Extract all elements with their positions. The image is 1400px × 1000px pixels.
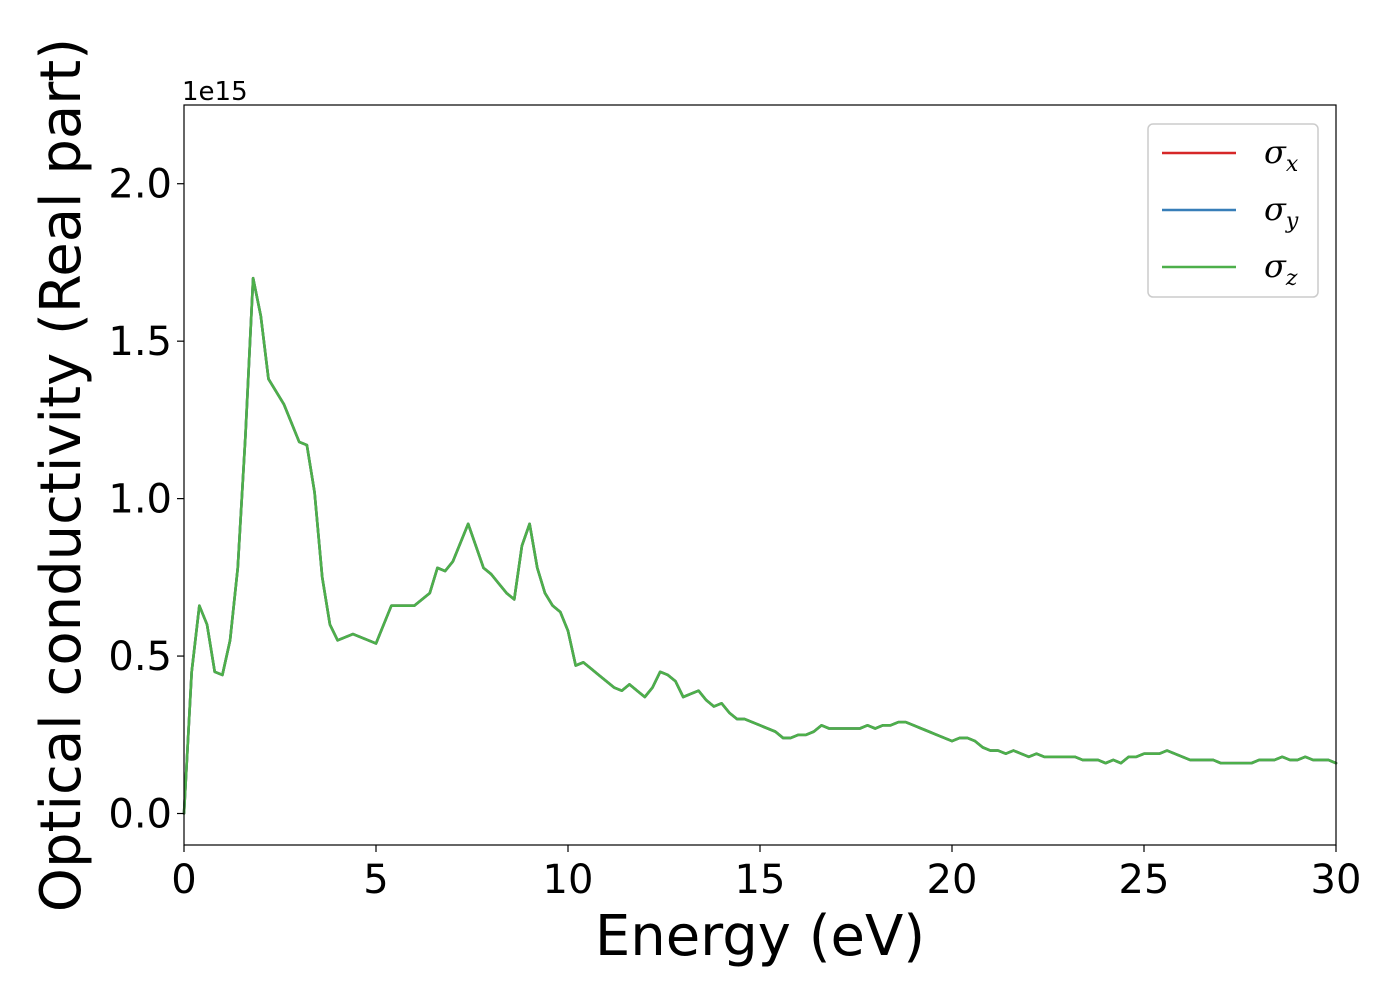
x-tick-label: 25 <box>1119 857 1170 903</box>
series-line-z <box>182 276 1338 815</box>
legend-entries: σx σy σz <box>1162 133 1299 291</box>
x-axis-label: Energy (eV) <box>595 904 925 969</box>
y-tick-label: 2.0 <box>108 162 172 208</box>
y-tick-label: 1.5 <box>108 319 172 365</box>
y-tick-label: 0.0 <box>108 792 172 838</box>
legend: σx σy σz <box>1147 123 1319 298</box>
x-axis-ticks: 0 5 10 15 20 25 30 <box>171 845 1361 903</box>
y-tick-label: 0.5 <box>108 634 172 680</box>
series-layer <box>182 276 1338 815</box>
y-axis-label: Optical conductivity (Real part) <box>29 38 94 912</box>
series-line-y <box>182 276 1338 815</box>
x-tick-label: 20 <box>927 857 978 903</box>
x-tick-label: 10 <box>543 857 594 903</box>
legend-label-y: σy <box>1264 190 1299 234</box>
legend-label-x: σx <box>1264 133 1299 177</box>
y-axis-ticks: 0.0 0.5 1.0 1.5 2.0 <box>108 162 184 838</box>
x-tick-label: 30 <box>1311 857 1362 903</box>
x-tick-label: 0 <box>171 857 196 903</box>
y-tick-label: 1.0 <box>108 477 172 523</box>
x-tick-label: 5 <box>363 857 388 903</box>
y-offset-label: 1e15 <box>182 77 248 107</box>
legend-label-z: σz <box>1264 247 1298 291</box>
series-line-x <box>182 276 1338 815</box>
x-tick-label: 15 <box>735 857 786 903</box>
